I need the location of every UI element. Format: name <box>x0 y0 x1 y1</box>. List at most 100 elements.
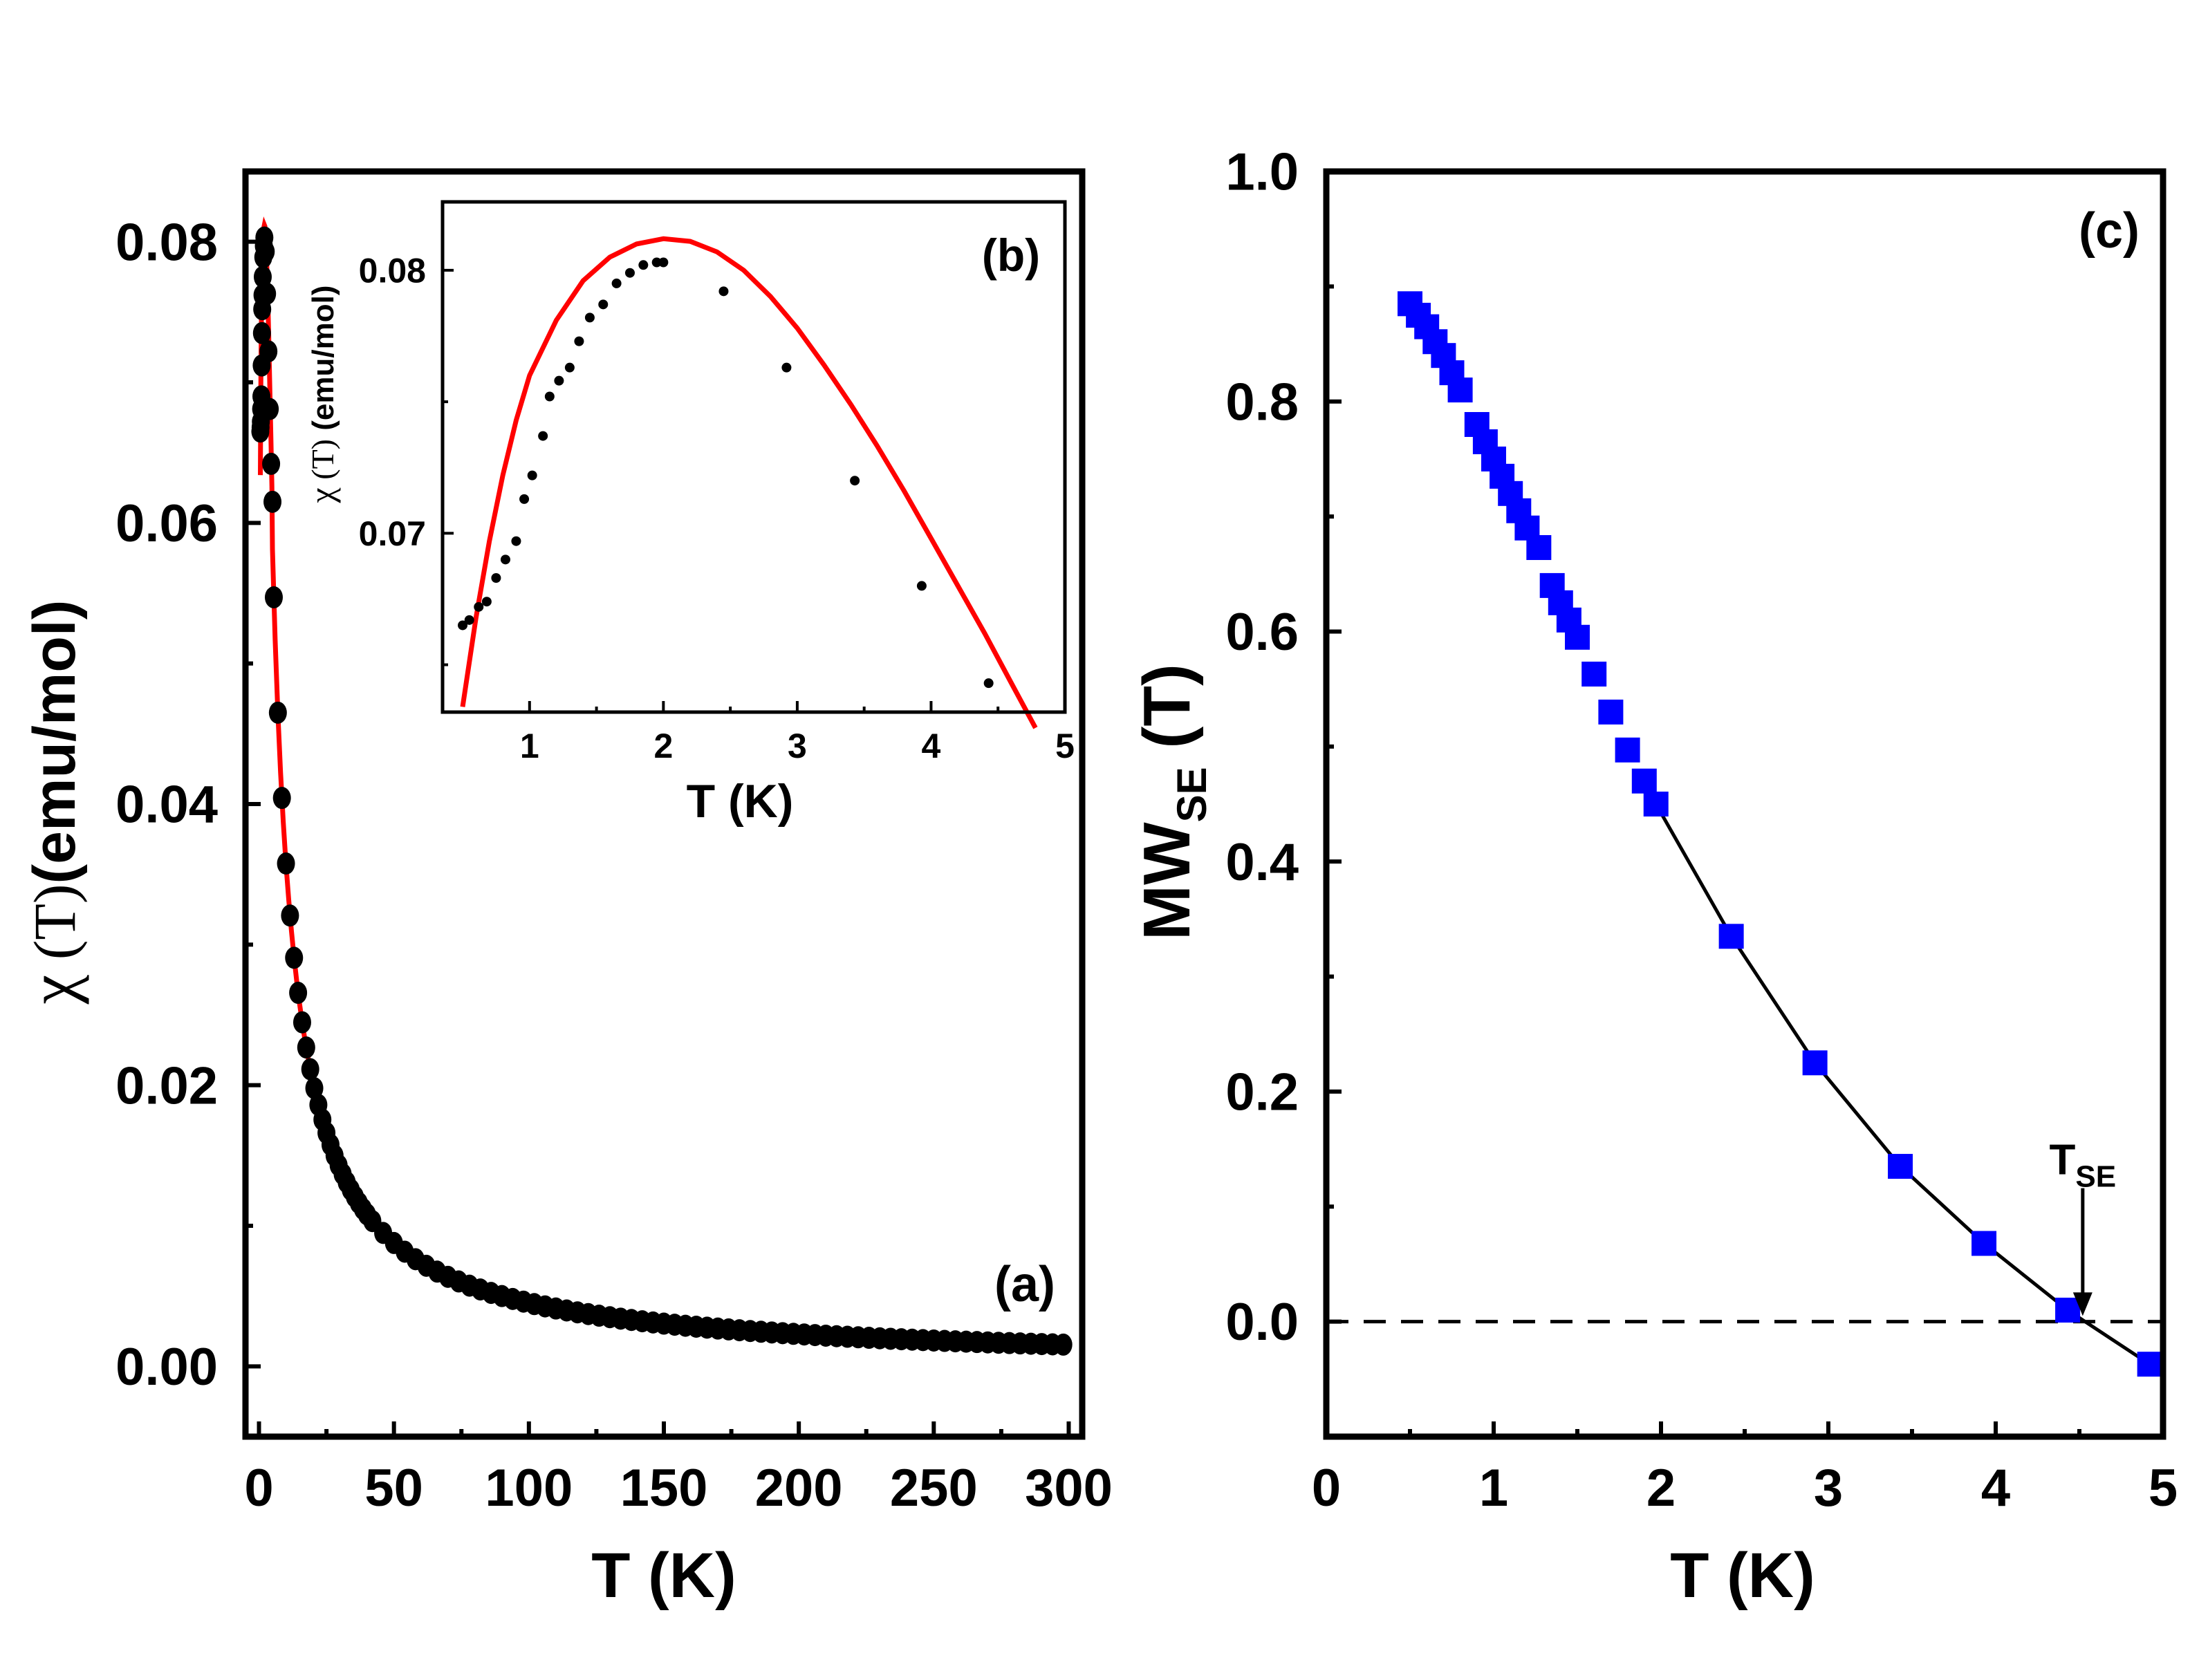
panel-b-data-point <box>651 257 662 268</box>
panel-b-inset: 1 2 3 4 5 0.07 0.08 (b) T (K) χ (T) (emu/mol) <box>302 200 1075 828</box>
panel-a-ticks: 0 50 100 150 200 250 300 0.00 0.02 0.04 0.06 0.08 <box>115 213 1113 1518</box>
panel-b-data-point <box>916 581 927 591</box>
panel-b-data-point <box>584 312 595 323</box>
panel-c-data-point <box>1802 1050 1828 1076</box>
panel-b-data-point <box>598 299 609 310</box>
panel-a-y-axis-title: χ (T)(emu/mol) <box>15 600 89 1005</box>
panel-b-y-title-func: (T) <box>305 439 340 487</box>
panel-a-y-title-unit: (emu/mol) <box>21 600 88 884</box>
panel-b-y-tick-label: 0.07 <box>359 514 426 553</box>
panel-c-data-point <box>1615 737 1640 763</box>
panel-b-x-axis-title: T (K) <box>687 775 794 828</box>
panel-b-y-axis-title: χ (T) (emu/mol) <box>302 286 341 504</box>
panel-c-data-point <box>1643 792 1669 816</box>
panel-b-x-tick-label: 5 <box>1055 727 1075 765</box>
panel-c-connecting-line <box>1654 803 2151 1366</box>
panel-b-data-point <box>527 470 537 480</box>
panel-a-x-axis-title: T (K) <box>591 1540 736 1611</box>
panel-b-y-title-unit: (emu/mol) <box>306 286 340 439</box>
panel-c-data-point <box>1598 699 1624 725</box>
panel-a-data-point <box>277 852 295 875</box>
panel-a-x-tick-label: 50 <box>364 1459 423 1518</box>
panel-c-y-tick-label: 1.0 <box>1225 143 1299 202</box>
panel-b-y-title-symbol: χ <box>302 487 341 503</box>
panel-c-data-point <box>1565 624 1590 650</box>
panel-b-data-point <box>983 678 994 689</box>
panel-a-y-title-symbol: χ <box>15 974 89 1005</box>
panel-a-data-point <box>301 1058 319 1081</box>
panel-b-label: (b) <box>982 230 1040 281</box>
panel-c-data-point <box>1971 1231 1997 1256</box>
panel-c: 0 1 2 3 4 5 0.0 0.2 0.4 0.6 0.8 1.0 (c) T (K) MWSE … <box>1130 143 2178 1611</box>
panel-b-data-point <box>458 620 468 631</box>
panel-a-x-tick-label: 150 <box>620 1459 708 1518</box>
svg-text:χ (T) (emu/mol): χ (T) (emu/mol) <box>302 286 341 504</box>
panel-b-fit-line <box>460 236 1038 729</box>
panel-b-ticks: 1 2 3 4 5 0.07 0.08 <box>359 251 1075 765</box>
panel-c-data-point <box>2137 1352 2162 1377</box>
panel-b-y-tick-label: 0.08 <box>359 251 426 290</box>
panel-c-y-axis-title: MWSE (T) <box>1130 664 1215 940</box>
panel-b-data-point <box>474 601 484 612</box>
panel-b-data-point <box>500 554 510 565</box>
panel-a-data-point <box>305 1076 324 1099</box>
panel-a-y-tick-label: 0.00 <box>115 1338 218 1397</box>
panel-b-x-tick-label: 3 <box>788 727 807 765</box>
panel-c-y-title-main: MW <box>1130 822 1204 940</box>
panel-c-data-point <box>1447 377 1473 403</box>
panel-b-frame <box>440 200 1067 714</box>
panel-a-data-point <box>272 787 291 810</box>
panel-a-data-point <box>258 282 277 305</box>
panel-c-tse-label: TSE <box>2050 1137 2117 1194</box>
panel-b-data-point <box>718 286 729 297</box>
panel-b-data-point <box>538 431 548 441</box>
panel-a-data-point <box>252 321 271 344</box>
panel-a-data-point <box>264 586 283 608</box>
panel-c-tse-arrow-head <box>2072 1292 2093 1316</box>
panel-a-data-point <box>281 904 299 927</box>
panel-c-label: (c) <box>2079 203 2140 259</box>
panel-b-data-point <box>554 375 564 386</box>
panel-b-data-points <box>458 257 994 689</box>
panel-c-tse-sub: SE <box>2075 1160 2116 1194</box>
panel-c-y-title-unit: (T) <box>1130 664 1204 767</box>
panel-c-data-point <box>1888 1154 1913 1179</box>
panel-a-data-point <box>285 946 304 969</box>
svg-text:MWSE (T): MWSE (T) <box>1130 664 1215 940</box>
panel-a-data-point <box>259 340 278 363</box>
panel-c-data-point <box>1581 662 1607 687</box>
panel-c-ticks: 0 1 2 3 4 5 0.0 0.2 0.4 0.6 0.8 1.0 <box>1225 143 2178 1518</box>
panel-b-data-point <box>574 336 584 346</box>
panel-c-y-tick-label: 0.8 <box>1225 373 1299 431</box>
panel-c-x-tick-label: 2 <box>1646 1459 1676 1518</box>
panel-b-data-point <box>544 391 555 402</box>
panel-c-y-tick-label: 0.6 <box>1225 603 1299 662</box>
panel-a-data-points <box>251 226 1073 1356</box>
panel-a-x-tick-label: 200 <box>755 1459 843 1518</box>
panel-c-y-tick-label: 0.4 <box>1225 833 1299 892</box>
panel-a-data-point <box>1054 1333 1073 1356</box>
panel-a: 0 50 100 150 200 250 300 0.00 0.02 0.04 0.06 0.08 (… <box>15 168 1113 1611</box>
panel-a-data-point <box>257 240 275 263</box>
panel-c-tse-main: T <box>2050 1137 2076 1184</box>
panel-c-x-tick-label: 0 <box>1312 1459 1341 1518</box>
panel-a-data-point <box>268 701 287 724</box>
panel-a-y-tick-label: 0.04 <box>115 776 218 834</box>
panel-b-data-point <box>638 260 649 270</box>
panel-a-data-point <box>263 490 282 513</box>
panel-a-data-point <box>261 398 279 420</box>
panel-a-data-point <box>253 265 272 288</box>
panel-b-background <box>443 202 1065 712</box>
panel-b-data-point <box>564 362 575 373</box>
panel-b-x-tick-label: 2 <box>653 727 673 765</box>
panel-a-y-tick-label: 0.06 <box>115 494 218 553</box>
panel-b-data-point <box>624 268 635 278</box>
panel-b-x-tick-label: 4 <box>922 727 941 765</box>
panel-c-y-tick-label: 0.0 <box>1225 1293 1299 1352</box>
panel-c-x-tick-label: 4 <box>1981 1459 2010 1518</box>
panel-c-data-point <box>1631 768 1657 794</box>
panel-a-y-title-func: (T) <box>21 884 88 974</box>
panel-b-data-point <box>511 536 521 546</box>
panel-c-x-tick-label: 3 <box>1814 1459 1843 1518</box>
